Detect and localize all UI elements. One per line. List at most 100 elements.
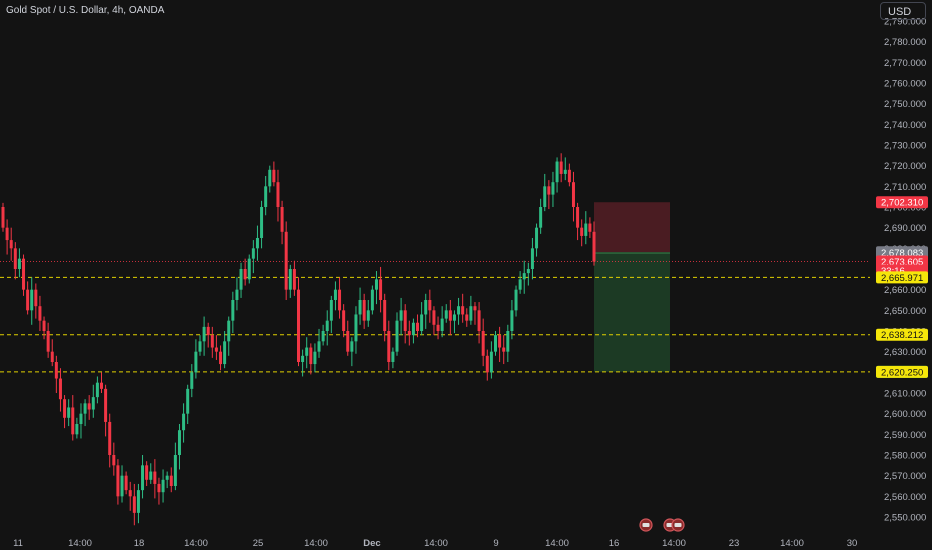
candle-body [268, 169, 272, 187]
price-tick-label: 2,710.000 [884, 182, 926, 193]
economic-event-icon[interactable] [639, 518, 653, 532]
candle-body [465, 314, 469, 321]
candle-body [329, 300, 333, 321]
candle-body [46, 331, 50, 352]
candle-body [305, 347, 309, 356]
candle-body [247, 258, 251, 280]
price-tick-label: 2,720.000 [884, 161, 926, 172]
candle-body [219, 351, 223, 365]
candle-body [206, 326, 210, 336]
badge-label: 2,678.083 [881, 248, 923, 259]
candle-body [485, 355, 489, 373]
time-tick-label: 18 [134, 538, 145, 549]
candle-body [317, 341, 321, 352]
badge-box [876, 271, 928, 284]
candle-body [358, 300, 362, 315]
candle-body [149, 471, 153, 480]
time-axis[interactable]: 11 14:00 18 14:00 25 14:00 Dec 14:00 9 14:00 16 14:… [13, 538, 857, 549]
candle-body [416, 322, 420, 331]
candle-body [292, 269, 296, 290]
candle-body [50, 351, 54, 362]
currency-button[interactable]: USD [880, 2, 926, 20]
symbol-title[interactable]: Gold Spot / U.S. Dollar, 4h, OANDA [6, 5, 165, 16]
candle-body [22, 258, 26, 290]
price-tick-label: 2,750.000 [884, 99, 926, 110]
time-tick-label: 14:00 [780, 538, 804, 549]
price-tick-label: 2,780.000 [884, 37, 926, 48]
time-tick-label: 14:00 [184, 538, 208, 549]
badge-box [876, 196, 928, 209]
horizontal-levels [0, 261, 870, 373]
candle-body [477, 310, 481, 331]
candle-body [444, 310, 448, 319]
candle-body [567, 169, 571, 183]
candle-body [91, 397, 95, 410]
candle-body [432, 310, 436, 325]
candle-body [588, 223, 592, 232]
event-flag [642, 523, 650, 527]
time-tick-label: 14:00 [424, 538, 448, 549]
candle-body [481, 331, 485, 356]
candle-body [202, 326, 206, 342]
candle-body [374, 279, 378, 290]
price-tick-label: 2,660.000 [884, 285, 926, 296]
candle-body [379, 279, 383, 300]
candle-body [399, 310, 403, 321]
candle-body [26, 289, 30, 311]
candle-body [284, 231, 288, 290]
candle-body [428, 300, 432, 311]
candle-body [530, 248, 534, 269]
candle-body [177, 430, 181, 455]
candle-body [67, 407, 71, 418]
candle-body [506, 331, 510, 352]
candle-body [120, 475, 124, 497]
price-tick-label: 2,600.000 [884, 409, 926, 420]
candle-body [165, 475, 169, 480]
economic-event-icon[interactable] [671, 518, 685, 532]
candle-body [366, 310, 370, 321]
price-tick-label: 2,590.000 [884, 430, 926, 441]
price-tick-label: 2,790.000 [884, 17, 926, 28]
candle-body [264, 186, 268, 207]
time-tick-label: 14:00 [662, 538, 686, 549]
candle-body [555, 161, 559, 183]
candle-body [272, 169, 276, 183]
candle-body [563, 169, 567, 174]
candle-body [210, 335, 214, 348]
price-tick-label: 2,630.000 [884, 347, 926, 358]
candle-body [276, 182, 280, 207]
time-tick-label: 16 [609, 538, 620, 549]
candle-body [161, 479, 165, 493]
candle-body [383, 300, 387, 331]
event-flag [674, 523, 682, 527]
candle-body [38, 306, 42, 321]
badge-box [876, 246, 928, 259]
candle-body [489, 351, 493, 373]
candle-body [457, 306, 461, 315]
candle-body [87, 403, 91, 410]
time-tick-label: 23 [729, 538, 740, 549]
candlesticks [1, 153, 596, 526]
candle-body [58, 378, 62, 400]
candle-body [395, 320, 399, 352]
candle-body [333, 289, 337, 300]
candle-body [403, 310, 407, 331]
candle-body [325, 320, 329, 331]
candle-body [251, 248, 255, 259]
candle-body [128, 490, 132, 497]
price-tick-label: 2,690.000 [884, 223, 926, 234]
position-zones [594, 202, 670, 372]
candle-body [54, 362, 58, 379]
candle-body [411, 322, 415, 336]
time-tick-label: 11 [13, 538, 23, 549]
candle-body [391, 351, 395, 362]
event-markers[interactable] [639, 518, 685, 532]
candle-body [547, 186, 551, 195]
candle-body [350, 341, 354, 352]
candle-body [280, 207, 284, 232]
candle-body [297, 289, 300, 362]
candle-body [132, 496, 136, 513]
candle-body [214, 347, 218, 352]
candle-body [190, 372, 194, 389]
